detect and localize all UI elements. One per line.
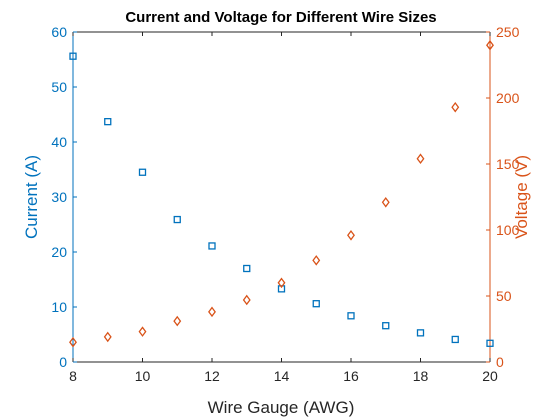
y-tick-label-left: 20 xyxy=(51,244,67,260)
y-axis-label-right: Voltage (V) xyxy=(512,155,531,239)
current-point xyxy=(347,312,355,320)
voltage-point xyxy=(69,336,77,348)
current-point xyxy=(69,52,77,60)
y-tick-label-right: 100 xyxy=(496,222,520,238)
ticks: 8 10 12 14 16 18 20010203040506005010015020025… xyxy=(51,24,519,384)
current-point xyxy=(382,322,390,330)
x-tick-label: 8 xyxy=(69,368,77,384)
current-point xyxy=(104,118,112,126)
voltage-point xyxy=(173,315,182,327)
plot-area xyxy=(73,32,490,362)
x-tick-label: 14 xyxy=(274,368,290,384)
x-tick-label: 18 xyxy=(413,368,429,384)
current-point xyxy=(243,264,251,273)
voltage-point xyxy=(277,277,286,289)
current-point xyxy=(486,339,494,347)
x-tick-label: 16 xyxy=(343,368,359,384)
current-point xyxy=(312,300,320,308)
x-axis-label: Wire Gauge (AWG) xyxy=(208,398,355,417)
y-tick-label-right: 250 xyxy=(496,24,520,40)
y-tick-label-left: 30 xyxy=(51,189,67,205)
y-axis-label-left: Current (A) xyxy=(22,155,41,239)
x-tick-label: 12 xyxy=(204,368,220,384)
voltage-point xyxy=(103,331,112,343)
y-tick-label-left: 0 xyxy=(59,354,67,370)
y-tick-label-left: 40 xyxy=(51,134,67,150)
data-marks xyxy=(69,39,494,348)
y-tick-label-left: 50 xyxy=(51,79,67,95)
y-tick-label-right: 200 xyxy=(496,90,520,106)
current-point xyxy=(173,215,181,224)
current-point xyxy=(451,335,459,344)
voltage-point xyxy=(451,101,460,113)
current-point xyxy=(138,168,147,176)
x-tick-label: 10 xyxy=(135,368,151,384)
voltage-point xyxy=(312,255,321,266)
y-tick-label-right: 0 xyxy=(496,354,504,370)
voltage-point xyxy=(486,39,494,51)
current-point xyxy=(277,285,286,293)
y-tick-label-left: 60 xyxy=(51,24,67,40)
chart-title: Current and Voltage for Different Wire S… xyxy=(125,9,436,26)
y-tick-label-right: 150 xyxy=(496,156,520,172)
current-point xyxy=(416,329,425,337)
x-tick-label: 20 xyxy=(482,368,498,384)
voltage-point xyxy=(242,294,251,306)
voltage-point xyxy=(381,196,390,208)
voltage-point xyxy=(208,306,216,318)
y-tick-label-left: 10 xyxy=(51,299,67,315)
voltage-point xyxy=(347,229,355,241)
current-point xyxy=(208,242,216,250)
voltage-point xyxy=(138,326,147,337)
y-tick-label-right: 50 xyxy=(496,288,512,304)
voltage-point xyxy=(416,153,425,165)
